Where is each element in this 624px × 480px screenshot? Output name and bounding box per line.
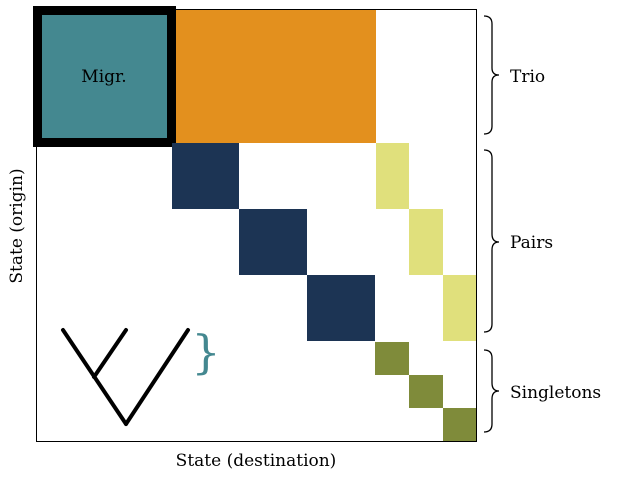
pairs-brace [483,149,500,333]
orange-block [172,10,376,143]
tree-icon [61,328,190,426]
brace-icon: } [191,325,220,379]
migr-block-border [33,6,176,147]
trio-brace [483,15,500,135]
trio-label: Trio [510,67,545,87]
singletons-label: Singletons [510,383,601,403]
y-axis-label: State (origin) [7,168,27,283]
navy-block-2 [239,209,307,275]
matrix-frame [36,9,477,442]
yellow-block-3 [443,275,476,341]
olive-block-3 [443,408,476,441]
singletons-brace [483,349,500,433]
migr-label: Migr. [81,67,126,87]
pairs-label: Pairs [510,233,553,253]
navy-block-1 [172,143,239,209]
olive-block-2 [409,375,443,408]
olive-block-1 [375,342,409,375]
migr-block [37,10,172,143]
yellow-block-1 [376,143,409,209]
yellow-block-2 [409,209,443,275]
navy-block-3 [307,275,375,341]
x-axis-label: State (destination) [176,451,337,471]
